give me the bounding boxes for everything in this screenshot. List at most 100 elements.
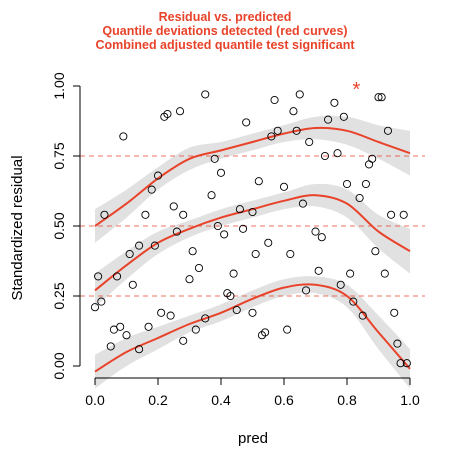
data-point bbox=[295, 90, 304, 99]
axes: 0.0 0.2 0.4 0.6 0.8 1.0 0.00 0.25 0.50 0.75 1.00 bbox=[51, 72, 420, 408]
data-point bbox=[135, 241, 144, 250]
x-tick-label: 0.0 bbox=[85, 392, 105, 408]
data-point bbox=[311, 227, 320, 236]
data-point bbox=[226, 291, 235, 301]
data-point bbox=[264, 238, 273, 247]
data-point bbox=[368, 154, 377, 163]
data-point bbox=[283, 325, 292, 334]
data-point bbox=[179, 336, 188, 345]
x-tick-label: 0.8 bbox=[337, 392, 357, 408]
data-point bbox=[150, 241, 159, 250]
data-point bbox=[188, 247, 197, 256]
quantile-curve-q0.75 bbox=[94, 126, 411, 227]
chart-title-line-3: Combined adjusted quantile test signific… bbox=[95, 38, 355, 52]
y-tick-label: 0.25 bbox=[51, 282, 67, 309]
data-point bbox=[153, 171, 163, 180]
data-point bbox=[377, 93, 386, 102]
data-point bbox=[172, 227, 181, 236]
data-point bbox=[390, 308, 399, 317]
data-point bbox=[144, 322, 153, 331]
residual-points bbox=[90, 90, 411, 368]
data-point bbox=[238, 224, 248, 233]
x-tick-label: 1.0 bbox=[400, 392, 420, 408]
data-point bbox=[364, 160, 374, 169]
data-point bbox=[232, 305, 241, 315]
data-point bbox=[380, 269, 389, 278]
data-point bbox=[135, 345, 144, 354]
data-point bbox=[157, 308, 166, 317]
data-point bbox=[207, 191, 216, 200]
data-point bbox=[216, 168, 226, 177]
data-point bbox=[301, 286, 311, 295]
data-point bbox=[179, 210, 188, 219]
data-point bbox=[342, 179, 352, 189]
data-point bbox=[128, 280, 137, 289]
data-point bbox=[254, 177, 263, 186]
data-point bbox=[166, 311, 175, 320]
data-point bbox=[251, 249, 260, 259]
x-tick-label: 0.6 bbox=[274, 392, 294, 408]
data-point bbox=[201, 90, 210, 99]
data-point bbox=[396, 359, 405, 368]
chart-title-line-2: Quantile deviations detected (red curves… bbox=[102, 24, 348, 38]
data-point bbox=[106, 342, 115, 351]
data-point bbox=[399, 210, 408, 219]
data-point bbox=[163, 109, 172, 119]
data-point bbox=[333, 149, 342, 158]
data-point bbox=[125, 249, 134, 259]
data-point bbox=[94, 272, 103, 281]
data-point bbox=[298, 199, 307, 208]
x-tick-label: 0.4 bbox=[211, 392, 231, 408]
data-point bbox=[141, 210, 150, 219]
y-tick-label: 0.00 bbox=[51, 352, 67, 379]
data-point bbox=[402, 359, 411, 368]
data-point bbox=[289, 107, 298, 116]
outlier-star-marker: * bbox=[353, 79, 361, 101]
data-point bbox=[175, 107, 185, 116]
data-point bbox=[194, 263, 203, 273]
data-point bbox=[248, 308, 257, 317]
y-tick-label: 0.50 bbox=[51, 212, 67, 239]
quantile-curve-q0.5 bbox=[94, 194, 411, 292]
data-point bbox=[361, 179, 370, 189]
data-point bbox=[191, 325, 200, 334]
data-point bbox=[90, 303, 100, 312]
y-tick-label: 1.00 bbox=[51, 72, 67, 99]
quantile-curves bbox=[94, 126, 411, 373]
data-point bbox=[261, 328, 270, 337]
data-point bbox=[324, 115, 333, 124]
data-point bbox=[305, 137, 314, 147]
data-point bbox=[358, 311, 367, 320]
data-point bbox=[349, 297, 358, 306]
data-point bbox=[317, 233, 326, 242]
data-point bbox=[213, 221, 222, 231]
data-point bbox=[97, 297, 106, 306]
data-point bbox=[119, 132, 128, 141]
data-point bbox=[383, 126, 393, 135]
data-point bbox=[314, 266, 323, 275]
y-axis-label: Standardized residual bbox=[9, 155, 26, 300]
data-point bbox=[292, 126, 301, 135]
data-point bbox=[185, 275, 194, 284]
data-point bbox=[336, 280, 345, 289]
data-point bbox=[116, 322, 125, 331]
data-point bbox=[147, 185, 156, 194]
data-point bbox=[235, 205, 244, 214]
data-point bbox=[279, 182, 289, 191]
data-point bbox=[229, 269, 238, 278]
data-point bbox=[286, 249, 295, 259]
data-point bbox=[220, 230, 229, 239]
data-point bbox=[113, 272, 122, 281]
x-axis-label: pred bbox=[238, 430, 268, 447]
data-point bbox=[122, 331, 131, 340]
data-point bbox=[339, 112, 348, 121]
data-point bbox=[346, 269, 355, 278]
data-point bbox=[100, 210, 109, 219]
x-tick-label: 0.2 bbox=[148, 392, 168, 408]
confidence-band-q0.25 bbox=[95, 276, 410, 389]
data-point bbox=[273, 126, 282, 135]
data-point bbox=[374, 93, 383, 102]
data-point bbox=[355, 193, 364, 203]
